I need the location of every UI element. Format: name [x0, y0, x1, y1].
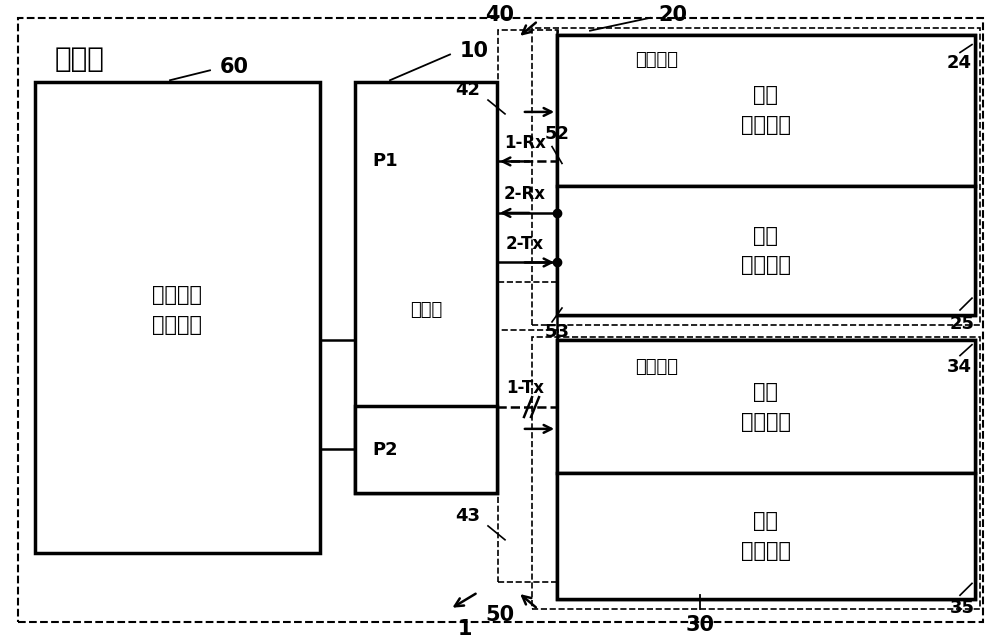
FancyBboxPatch shape [557, 186, 975, 315]
Text: 2-Tx: 2-Tx [506, 235, 544, 253]
FancyBboxPatch shape [355, 406, 497, 493]
FancyBboxPatch shape [557, 35, 975, 186]
Text: 25: 25 [950, 315, 975, 333]
Text: 42: 42 [455, 81, 480, 99]
Text: 30: 30 [686, 615, 714, 635]
Text: 电池参数
侦测电路: 电池参数 侦测电路 [152, 285, 202, 335]
Text: 60: 60 [220, 57, 249, 77]
Text: 40: 40 [485, 5, 514, 25]
Text: 输入介面: 输入介面 [635, 51, 678, 69]
Text: P1: P1 [372, 152, 398, 170]
Text: 串联
输出介面: 串联 输出介面 [741, 383, 791, 432]
FancyBboxPatch shape [355, 82, 497, 493]
Text: 1-Rx: 1-Rx [504, 134, 546, 152]
Text: 串联
输入介面: 串联 输入介面 [741, 85, 791, 135]
Text: 传感器: 传感器 [55, 44, 105, 73]
FancyBboxPatch shape [35, 82, 320, 553]
Text: P2: P2 [372, 440, 398, 458]
FancyBboxPatch shape [557, 35, 975, 315]
Text: 1-Tx: 1-Tx [506, 379, 544, 397]
Text: 1: 1 [458, 619, 472, 639]
Text: 43: 43 [455, 507, 480, 525]
FancyBboxPatch shape [557, 473, 975, 599]
Text: 第一
通讯介面: 第一 通讯介面 [741, 226, 791, 275]
FancyBboxPatch shape [557, 340, 975, 473]
Text: 第二
通讯介面: 第二 通讯介面 [741, 511, 791, 561]
Text: 2-Rx: 2-Rx [504, 185, 546, 203]
Text: 20: 20 [658, 5, 687, 25]
Text: 输出介面: 输出介面 [635, 358, 678, 376]
Text: 10: 10 [460, 41, 489, 60]
Text: 处理器: 处理器 [410, 301, 442, 319]
Text: 50: 50 [485, 605, 514, 625]
Text: 34: 34 [947, 358, 972, 376]
FancyBboxPatch shape [557, 340, 975, 599]
Text: 35: 35 [950, 599, 975, 617]
Text: 24: 24 [947, 55, 972, 73]
Text: 52: 52 [545, 125, 570, 143]
Text: 53: 53 [545, 323, 570, 341]
